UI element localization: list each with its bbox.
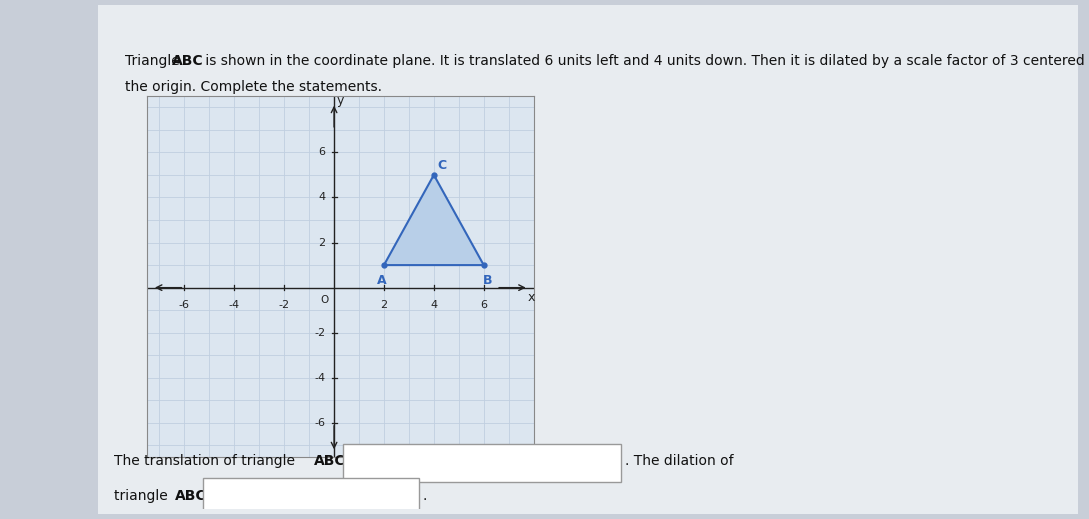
- Text: -4: -4: [315, 373, 326, 383]
- Text: .: .: [423, 489, 427, 503]
- Text: -6: -6: [315, 418, 326, 428]
- Text: . The dilation of: . The dilation of: [625, 455, 734, 468]
- Text: 6: 6: [318, 147, 326, 157]
- Text: -2: -2: [279, 300, 290, 310]
- Text: A: A: [377, 274, 387, 287]
- Text: O: O: [320, 295, 329, 305]
- Text: 4: 4: [318, 193, 326, 202]
- Text: x: x: [527, 291, 535, 304]
- Polygon shape: [384, 175, 484, 265]
- Text: The translation of triangle: The translation of triangle: [114, 455, 299, 468]
- FancyBboxPatch shape: [343, 444, 622, 482]
- Text: C: C: [438, 158, 446, 172]
- Text: Triangle: Triangle: [125, 54, 184, 69]
- Text: is shown in the coordinate plane. It is translated 6 units left and 4 units down: is shown in the coordinate plane. It is …: [201, 54, 1089, 69]
- Text: triangle: triangle: [114, 489, 172, 503]
- Text: 6: 6: [480, 300, 487, 310]
- Text: -4: -4: [229, 300, 240, 310]
- Text: ▾: ▾: [609, 455, 615, 468]
- Text: ABC: ABC: [174, 489, 206, 503]
- Text: preserves side lengths and angles: preserves side lengths and angles: [352, 455, 554, 468]
- Text: ▾: ▾: [406, 490, 412, 503]
- Text: the origin. Complete the statements.: the origin. Complete the statements.: [125, 80, 382, 94]
- Text: 2: 2: [318, 238, 326, 248]
- Text: -6: -6: [179, 300, 189, 310]
- Text: y: y: [337, 94, 344, 107]
- Text: ABC: ABC: [314, 455, 345, 468]
- Text: 4: 4: [430, 300, 438, 310]
- Text: ABC: ABC: [172, 54, 204, 69]
- Text: B: B: [482, 274, 492, 287]
- FancyBboxPatch shape: [204, 478, 419, 516]
- Text: 2: 2: [380, 300, 388, 310]
- Text: -2: -2: [315, 327, 326, 338]
